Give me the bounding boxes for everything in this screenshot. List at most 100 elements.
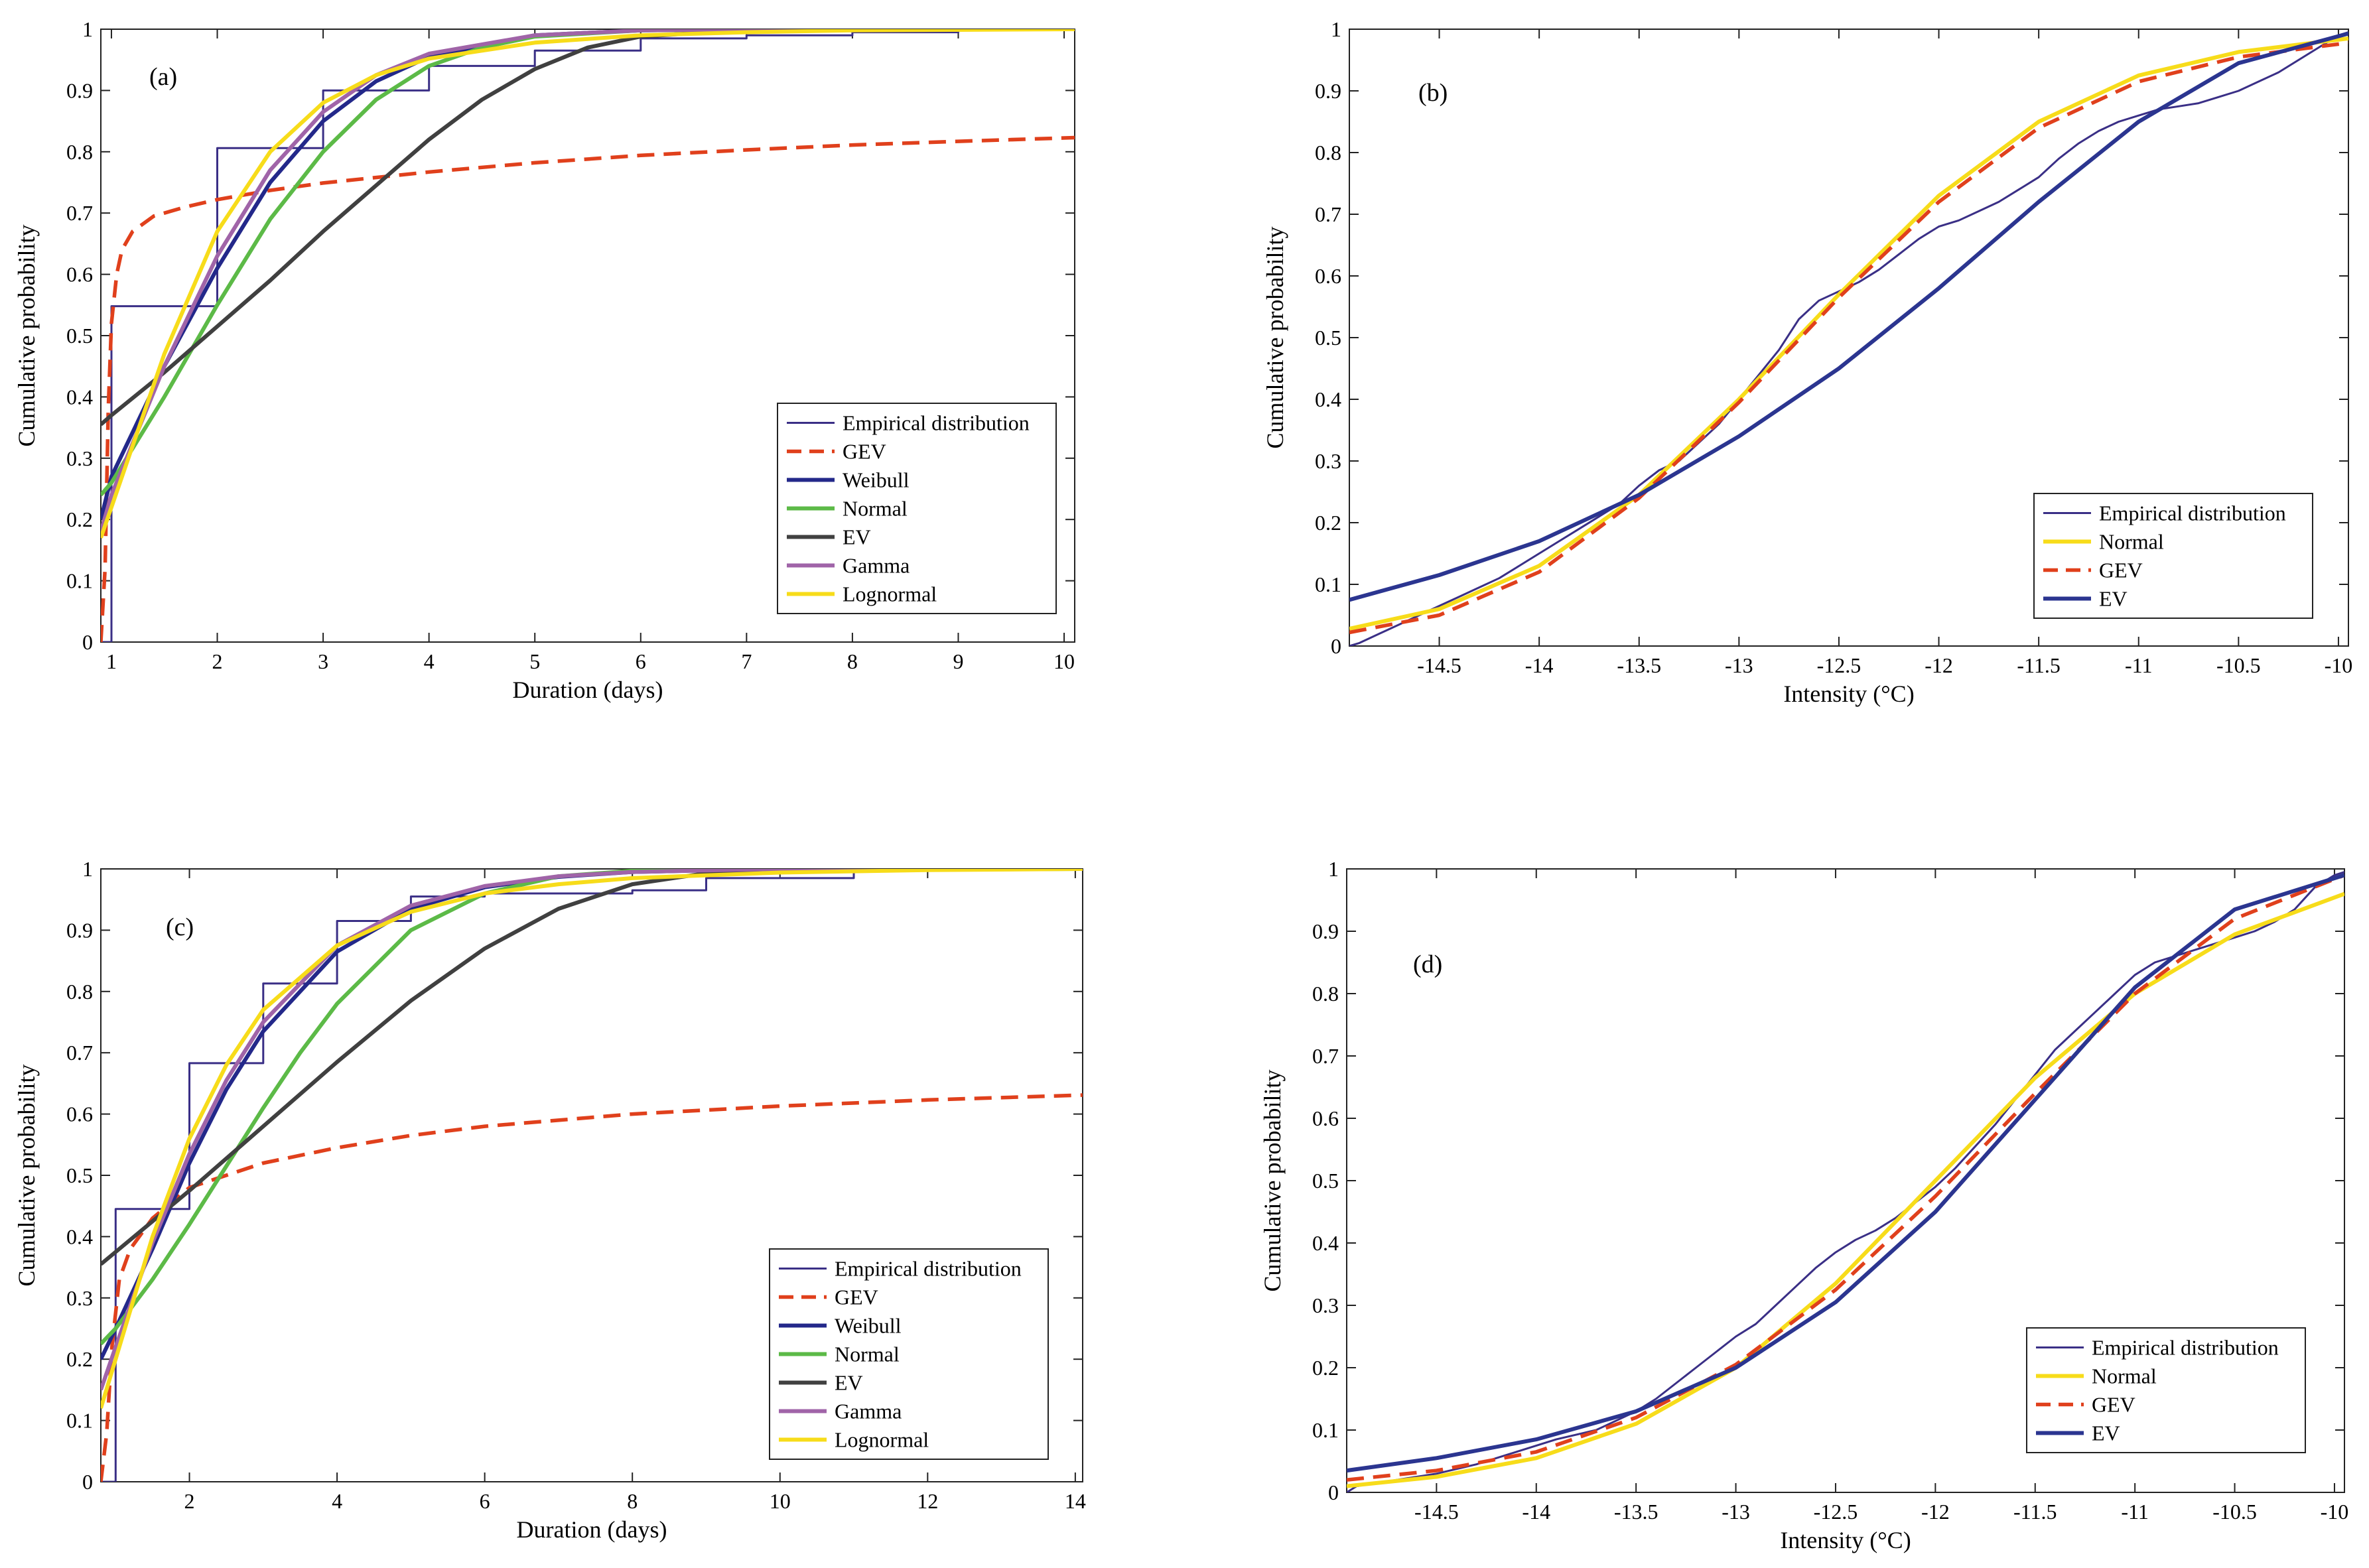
y-tick-label: 0.4	[1315, 387, 1341, 411]
x-tick-label: 7	[741, 649, 752, 673]
x-tick-label: -10	[2321, 1500, 2349, 1524]
x-tick-label: -13	[1722, 1500, 1750, 1524]
series-line-ev	[101, 869, 1083, 1266]
y-tick-label: 0.3	[1315, 449, 1341, 473]
x-tick-label: 6	[480, 1489, 490, 1513]
y-tick-label: 0.7	[66, 201, 93, 225]
x-tick-label: 9	[953, 649, 963, 673]
x-tick-label: 3	[318, 649, 328, 673]
x-tick-label: -11.5	[2017, 653, 2060, 677]
y-tick-label: 0.5	[1315, 326, 1341, 350]
y-tick-label: 0	[82, 630, 93, 654]
x-tick-label: 10	[1053, 649, 1075, 673]
series-line-gev	[101, 135, 1075, 642]
x-tick-label: -14	[1525, 653, 1554, 677]
y-tick-label: 0.1	[66, 569, 93, 593]
x-tick-label: -10.5	[2216, 653, 2261, 677]
legend-entry-label: EV	[2099, 587, 2128, 611]
y-axis-label: Cumulative probability	[13, 1065, 40, 1287]
series-line-ev	[1349, 31, 2348, 602]
y-tick-label: 0.4	[66, 385, 93, 409]
legend-entry-label: GEV	[2099, 558, 2143, 582]
series-line-normal	[1347, 891, 2344, 1488]
panel-label: (c)	[166, 913, 194, 941]
x-tick-label: 4	[424, 649, 435, 673]
y-tick-label: 0.4	[1312, 1231, 1339, 1255]
legend-entry-label: Empirical distribution	[2099, 501, 2286, 525]
y-tick-label: 0.1	[1312, 1418, 1339, 1442]
x-tick-label: 14	[1065, 1489, 1086, 1513]
legend-entry-label: GEV	[2092, 1393, 2135, 1417]
y-axis-label: Cumulative probability	[1262, 227, 1288, 449]
x-axis-label: Duration (days)	[513, 677, 663, 703]
y-tick-label: 0.7	[1312, 1044, 1339, 1068]
x-tick-label: 2	[212, 649, 223, 673]
legend-entry-label: Normal	[843, 497, 908, 521]
x-tick-label: -11	[2125, 653, 2152, 677]
chart-panel-a: 0 0.1 0.2 0.3 0.4 0.5 0.6 0.7 0.8 0.9 1 1 2 3 4 5 6 7 8 9 10…	[13, 17, 1075, 703]
series-line-gev	[1347, 873, 2344, 1482]
legend-entry-label: GEV	[843, 440, 886, 464]
y-tick-label: 0.2	[1312, 1356, 1339, 1380]
y-tick-label: 0.1	[66, 1409, 93, 1433]
y-tick-label: 1	[82, 17, 93, 41]
y-tick-label: 0.7	[1315, 202, 1341, 226]
y-tick-label: 0.6	[66, 1102, 93, 1126]
panel-label: (b)	[1418, 79, 1448, 107]
x-tick-label: 6	[636, 649, 646, 673]
x-tick-label: -14.5	[1414, 1500, 1459, 1524]
y-tick-label: 0.8	[66, 980, 93, 1004]
x-tick-label: -11	[2121, 1500, 2148, 1524]
y-tick-label: 0.9	[1315, 79, 1341, 103]
legend-entry-label: Empirical distribution	[843, 411, 1030, 435]
y-tick-label: 1	[1328, 857, 1339, 881]
y-tick-label: 0.8	[66, 140, 93, 164]
y-tick-label: 0	[1328, 1480, 1339, 1504]
y-tick-label: 1	[1331, 17, 1341, 41]
legend-entry-label: Empirical distribution	[835, 1257, 1022, 1281]
legend: Empirical distribution GEV Weibull Normal EV…	[769, 1248, 1049, 1460]
legend: Empirical distribution Normal GEV EV	[2033, 493, 2313, 619]
legend-entry-label: Normal	[835, 1342, 900, 1366]
series-line-lognormal	[101, 29, 1075, 539]
x-tick-label: -12	[1921, 1500, 1950, 1524]
x-tick-label: -10.5	[2212, 1500, 2257, 1524]
x-tick-label: 10	[770, 1489, 791, 1513]
x-tick-label: -13.5	[1617, 653, 1661, 677]
x-tick-label: 8	[847, 649, 858, 673]
legend-entry-label: Weibull	[835, 1314, 902, 1338]
y-tick-label: 0.7	[66, 1041, 93, 1065]
y-tick-label: 0	[82, 1470, 93, 1494]
legend-entry-label: Lognormal	[835, 1428, 929, 1452]
y-tick-label: 0.8	[1315, 141, 1341, 164]
legend-entry-label: GEV	[835, 1285, 878, 1309]
x-tick-label: 4	[332, 1489, 342, 1513]
y-tick-label: 0.3	[66, 446, 93, 470]
chart-panel-b: 0 0.1 0.2 0.3 0.4 0.5 0.6 0.7 0.8 0.9 1 -14.5 -14 -13…	[1262, 17, 2352, 707]
panel-label: (a)	[149, 63, 177, 91]
y-tick-label: 0.9	[66, 78, 93, 102]
x-tick-label: 1	[106, 649, 117, 673]
x-tick-label: -12.5	[1817, 653, 1861, 677]
x-axis-label: Intensity (°C)	[1783, 681, 1914, 707]
y-axis-label: Cumulative probability	[1259, 1070, 1286, 1292]
legend-entry-label: Normal	[2092, 1364, 2157, 1388]
legend-entry-label: Lognormal	[843, 582, 937, 606]
legend-entry-label: EV	[843, 525, 871, 549]
y-tick-label: 0.3	[66, 1286, 93, 1310]
y-axis-label: Cumulative probability	[13, 225, 40, 447]
x-tick-label: 2	[184, 1489, 195, 1513]
y-tick-label: 0.9	[1312, 919, 1339, 943]
y-tick-label: 0.3	[1312, 1293, 1339, 1317]
x-tick-label: 8	[627, 1489, 638, 1513]
x-tick-label: 12	[917, 1489, 938, 1513]
x-axis-label: Duration (days)	[517, 1516, 667, 1543]
x-tick-label: -13.5	[1614, 1500, 1658, 1524]
x-tick-label: -12.5	[1814, 1500, 1858, 1524]
legend-entry-label: EV	[2092, 1421, 2120, 1445]
x-tick-label: -11.5	[2013, 1500, 2057, 1524]
legend: Empirical distribution Normal GEV EV	[2026, 1327, 2306, 1453]
x-tick-label: -13	[1725, 653, 1753, 677]
x-tick-label: 5	[529, 649, 540, 673]
y-tick-label: 0.1	[1315, 572, 1341, 596]
